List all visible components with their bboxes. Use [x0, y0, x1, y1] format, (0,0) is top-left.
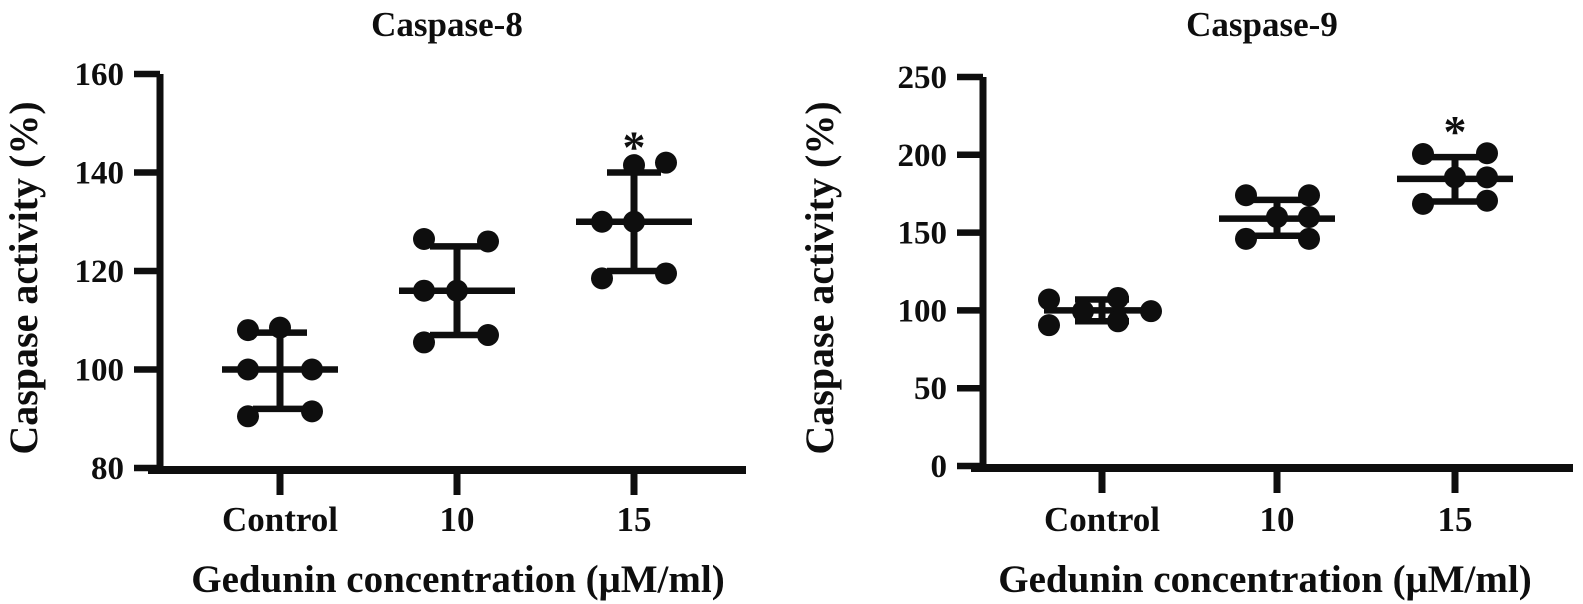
panel-title: Caspase-8	[371, 5, 523, 44]
y-tick-label: 160	[75, 57, 125, 93]
data-point	[1298, 227, 1320, 250]
data-point	[1412, 143, 1434, 166]
y-tick-label: 80	[91, 451, 124, 487]
data-point	[413, 279, 435, 302]
data-point	[1140, 300, 1162, 323]
panel-title: Caspase-9	[1186, 5, 1338, 44]
group-10: 10	[1219, 184, 1335, 539]
y-tick-label: 100	[898, 293, 948, 329]
data-point	[1107, 286, 1129, 309]
data-point	[1298, 184, 1320, 207]
panel-caspase-9: 0 50 100 150 200 250 Control 10 15 * Caspase-9 Gedu…	[797, 5, 1573, 601]
y-tick-label: 150	[898, 216, 948, 252]
x-axis-label: Gedunin concentration (μM/ml)	[998, 558, 1531, 601]
data-point	[1038, 288, 1060, 311]
data-point	[1235, 227, 1257, 250]
x-tick-label: 10	[1260, 500, 1295, 539]
data-point	[1235, 184, 1257, 207]
data-point	[1107, 310, 1129, 333]
data-point	[1444, 166, 1466, 189]
data-point	[591, 267, 613, 290]
y-tick-label: 50	[914, 371, 947, 407]
data-point	[269, 316, 291, 339]
data-point	[237, 319, 259, 342]
y-tick-label: 250	[898, 60, 948, 96]
panel-caspase-8: 80 100 120 140 160 Control 10 15 * Caspase-8 Gedun…	[1, 5, 746, 601]
data-point	[1476, 142, 1498, 165]
x-axis-label: Gedunin concentration (μM/ml)	[191, 558, 724, 601]
data-point	[655, 151, 677, 174]
data-point	[1298, 206, 1320, 229]
data-point	[1072, 300, 1094, 323]
group-control: Control	[1038, 286, 1162, 539]
x-tick-label: Control	[1044, 500, 1160, 539]
x-tick-label: 10	[440, 500, 475, 539]
data-point	[1476, 189, 1498, 212]
data-point	[446, 279, 468, 302]
data-point	[623, 154, 645, 177]
y-tick-label: 0	[931, 449, 948, 485]
data-point	[237, 358, 259, 381]
data-point	[413, 227, 435, 250]
group-control: Control	[222, 316, 338, 539]
y-axis-label: Caspase activity (%)	[1, 101, 46, 454]
data-point	[301, 400, 323, 423]
y-tick-label: 200	[898, 138, 948, 174]
x-tick-label: 15	[617, 500, 652, 539]
significance-star: *	[1444, 106, 1467, 157]
data-point	[301, 358, 323, 381]
data-point	[591, 210, 613, 233]
data-point	[655, 262, 677, 285]
data-point	[1038, 314, 1060, 337]
data-point	[413, 331, 435, 354]
x-tick-label: Control	[222, 500, 338, 539]
y-axis-label: Caspase activity (%)	[797, 101, 842, 454]
data-point	[1476, 166, 1498, 189]
y-tick-label: 140	[75, 156, 125, 192]
data-point	[237, 405, 259, 428]
data-point	[477, 324, 499, 347]
y-tick-label: 120	[75, 254, 125, 290]
data-point	[1412, 192, 1434, 215]
data-point	[623, 210, 645, 233]
data-point	[1266, 206, 1288, 229]
y-tick-label: 100	[75, 353, 125, 389]
data-point	[477, 230, 499, 253]
group-15: 15 *	[1397, 106, 1513, 539]
significance-star: *	[623, 122, 646, 173]
group-15: 15 *	[576, 122, 692, 539]
x-tick-label: 15	[1438, 500, 1473, 539]
group-10: 10	[399, 227, 515, 539]
